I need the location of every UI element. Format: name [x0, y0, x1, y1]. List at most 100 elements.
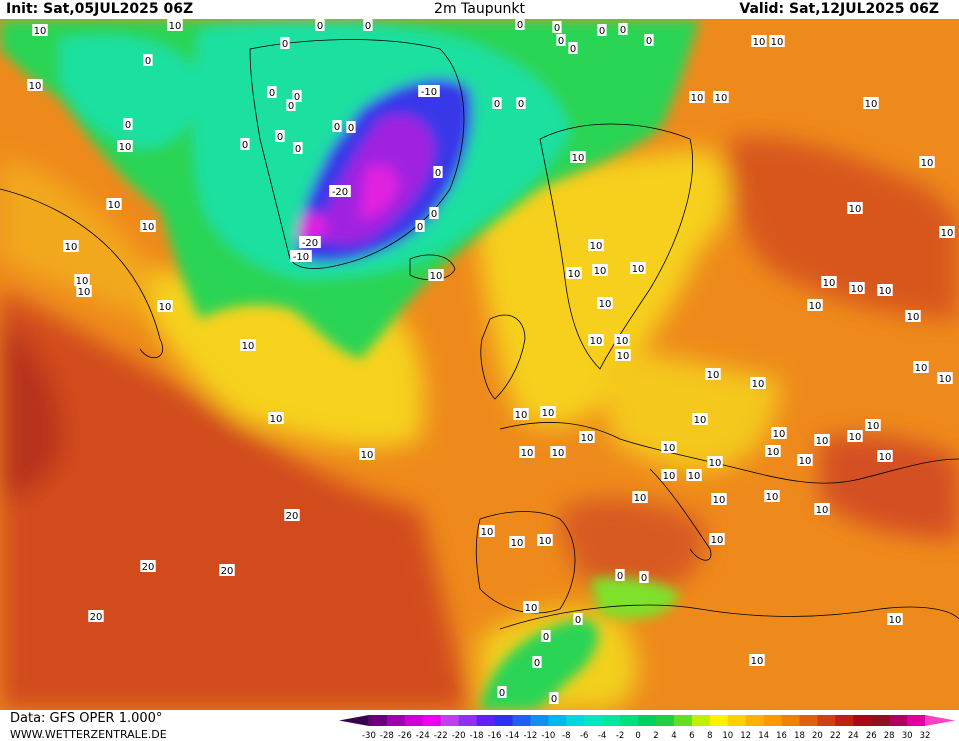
greenland-magenta-zone-2: [298, 212, 327, 242]
contour-label: 0: [429, 207, 439, 220]
svg-text:0: 0: [435, 168, 441, 179]
legend-tick-label: 6: [689, 731, 694, 741]
contour-label: 10: [905, 310, 921, 323]
svg-text:10: 10: [521, 448, 534, 459]
svg-text:0: 0: [499, 688, 505, 699]
svg-text:10: 10: [270, 414, 283, 425]
legend-swatch: [339, 715, 369, 726]
legend-tick-label: 30: [902, 731, 913, 741]
legend-tick-label: -4: [598, 731, 606, 741]
contour-label: 10: [689, 91, 705, 104]
legend-swatch: [458, 715, 478, 726]
svg-text:10: 10: [907, 312, 920, 323]
legend-swatch: [889, 715, 908, 726]
legend-swatch: [476, 715, 496, 726]
contour-label: 0: [143, 54, 153, 67]
legend-tick-label: -30: [362, 731, 376, 741]
legend-tick-label: -8: [562, 731, 570, 741]
svg-text:10: 10: [865, 99, 878, 110]
legend-swatch: [512, 715, 531, 726]
canada-coast: [0, 188, 163, 359]
svg-text:20: 20: [221, 566, 234, 577]
contour-label: 10: [713, 91, 729, 104]
contour-label: 10: [711, 493, 727, 506]
svg-text:10: 10: [108, 200, 121, 211]
contour-label: 10: [519, 446, 535, 459]
svg-text:10: 10: [867, 421, 880, 432]
yellow-north-sea: [470, 149, 730, 427]
svg-text:0: 0: [317, 21, 323, 32]
svg-text:0: 0: [431, 209, 437, 220]
svg-text:10: 10: [816, 505, 829, 516]
contour-label: 10: [750, 377, 766, 390]
legend-swatch: [925, 715, 955, 726]
iberia-coast: [475, 511, 576, 614]
legend-swatch: [584, 715, 603, 726]
contour-label: 10: [821, 276, 837, 289]
legend-swatch: [709, 715, 729, 726]
legend-swatch: [638, 715, 657, 726]
svg-text:0: 0: [294, 92, 300, 103]
legend-tick-label: 18: [794, 731, 805, 741]
svg-text:0: 0: [617, 571, 623, 582]
svg-text:0: 0: [348, 123, 354, 134]
svg-text:10: 10: [34, 26, 47, 37]
legend-swatch: [853, 715, 872, 726]
legend-swatch: [835, 715, 854, 726]
svg-text:0: 0: [517, 20, 523, 31]
svg-text:0: 0: [551, 694, 557, 705]
legend-swatch: [673, 715, 693, 726]
svg-text:10: 10: [76, 276, 89, 287]
contour-label: 10: [769, 35, 785, 48]
legend-tick-label: -26: [398, 731, 412, 741]
svg-text:10: 10: [713, 495, 726, 506]
legend-tick-label: -18: [470, 731, 484, 741]
svg-text:10: 10: [921, 158, 934, 169]
contour-label: 10: [877, 284, 893, 297]
svg-text:10: 10: [568, 269, 581, 280]
svg-text:10: 10: [617, 351, 630, 362]
contour-label: 10: [887, 613, 903, 626]
legend-swatch: [871, 715, 890, 726]
legend-swatch: [440, 715, 460, 726]
legend-swatch: [907, 715, 926, 726]
uk-coast: [480, 314, 526, 400]
map-footer: Data: GFS OPER 1.000° WWW.WETTERZENTRALE…: [0, 710, 959, 741]
legend-tick-label: -20: [452, 731, 466, 741]
svg-text:0: 0: [554, 23, 560, 34]
contour-label: 0: [346, 121, 356, 134]
contour-label: 0: [275, 130, 285, 143]
contour-label: 10: [63, 240, 79, 253]
contour-label: 10: [537, 534, 553, 547]
svg-text:0: 0: [417, 222, 423, 233]
contour-label: 10: [705, 368, 721, 381]
svg-text:0: 0: [494, 99, 500, 110]
svg-text:-10: -10: [293, 252, 309, 263]
contour-label: 10: [661, 441, 677, 454]
svg-text:10: 10: [752, 379, 765, 390]
contour-label: 0: [240, 138, 250, 151]
legend-swatch: [817, 715, 836, 726]
legend-swatch: [602, 715, 621, 726]
contour-label: 20: [88, 610, 104, 623]
contour-label: 10: [240, 339, 256, 352]
legend-tick-label: -24: [416, 731, 430, 741]
contour-label: 10: [592, 264, 608, 277]
legend-swatch: [763, 715, 783, 726]
svg-text:0: 0: [646, 36, 652, 47]
contour-label: 0: [415, 220, 425, 233]
svg-text:10: 10: [142, 222, 155, 233]
contour-label: 10: [550, 446, 566, 459]
legend-tick-label: 14: [758, 731, 769, 741]
iberia-warm-zone: [560, 498, 706, 599]
contour-label: 10: [359, 448, 375, 461]
contour-label: -20: [299, 236, 321, 249]
africa-green-zone-2: [590, 577, 680, 619]
valid-time: Valid: Sat,12JUL2025 06Z: [739, 1, 939, 17]
legend-tick-label: 4: [671, 731, 676, 741]
legend-swatch: [404, 715, 424, 726]
svg-text:10: 10: [771, 37, 784, 48]
legend-swatch: [494, 715, 513, 726]
very-warm-atlantic-zone: [0, 319, 62, 499]
